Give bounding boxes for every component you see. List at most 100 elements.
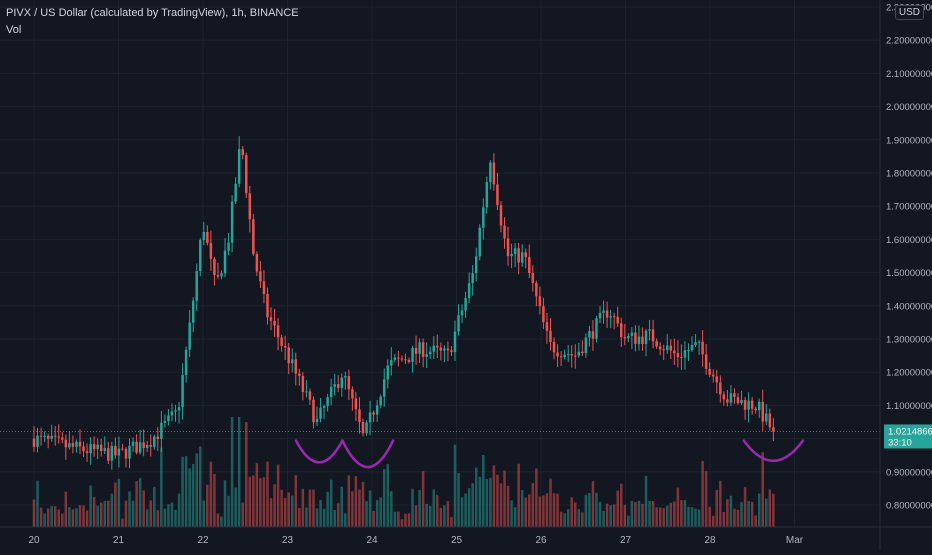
candle-body: [259, 271, 262, 282]
volume-bar: [595, 492, 598, 527]
candle-body: [411, 347, 414, 362]
volume-bar: [531, 483, 535, 527]
volume-bar: [337, 503, 340, 527]
candle-body: [308, 391, 312, 400]
candle-body: [358, 409, 361, 422]
candle-body: [729, 393, 733, 403]
volume-bar: [528, 494, 531, 527]
candle-body: [492, 162, 496, 185]
volume-bar: [697, 509, 701, 527]
candle-body: [666, 345, 669, 351]
candle-body: [605, 310, 609, 318]
volume-bar: [252, 475, 255, 527]
volume-bar: [474, 467, 478, 527]
volume-bar: [358, 489, 361, 527]
volume-bar: [757, 493, 761, 527]
candle-body: [750, 400, 754, 409]
candle-body: [517, 248, 520, 263]
candle-body: [559, 356, 563, 358]
volume-bar: [662, 508, 665, 527]
candle-body: [673, 350, 676, 354]
candle-body: [425, 354, 428, 357]
volume-bar: [609, 505, 612, 527]
volume-bar: [156, 510, 160, 527]
volume-bar: [761, 452, 765, 527]
candle-body: [202, 231, 206, 241]
candle-body: [124, 448, 128, 459]
volume-bar: [135, 481, 138, 527]
volume-bar: [99, 502, 103, 527]
candle-body: [312, 399, 315, 423]
candle-body: [482, 207, 485, 228]
candle-body: [177, 407, 181, 411]
volume-bar: [478, 476, 481, 527]
candle-body: [337, 384, 340, 388]
candle-body: [96, 444, 99, 450]
candle-body: [209, 242, 213, 259]
volume-bar: [676, 487, 680, 527]
candle-body: [245, 155, 248, 194]
volume-bar: [269, 498, 273, 527]
candle-body: [149, 444, 152, 447]
volume-bar: [234, 487, 237, 527]
candle-body: [471, 273, 474, 284]
volume-bar: [266, 461, 269, 527]
symbol-title[interactable]: PIVX / US Dollar (calculated by TradingV…: [6, 7, 299, 19]
volume-bar: [457, 473, 460, 527]
candle-body: [273, 320, 276, 326]
volume-bar: [92, 496, 96, 527]
candle-body: [138, 442, 142, 453]
volume-bar: [216, 513, 220, 527]
volume-bar: [566, 509, 570, 527]
price-badge: 1.02148660 33:10: [884, 424, 932, 449]
volume-bar: [588, 492, 591, 527]
volume-bar: [520, 490, 524, 527]
arc-annotation: [294, 439, 344, 464]
volume-bar: [245, 422, 248, 527]
candle-body: [524, 252, 527, 258]
candle-body: [252, 219, 255, 255]
candle-body: [627, 335, 630, 339]
candle-body: [131, 441, 135, 446]
candle-body: [227, 242, 230, 251]
volume-bar: [340, 486, 344, 527]
volume-bar: [53, 506, 57, 527]
candle-body: [206, 231, 209, 243]
volume-bar: [648, 500, 651, 527]
candle-body: [499, 205, 503, 226]
candle-body: [464, 297, 467, 311]
volume-bar: [715, 489, 719, 527]
volume-bar: [574, 502, 577, 527]
volume-bar: [351, 491, 354, 527]
volume-bar: [68, 507, 71, 527]
candle-body: [276, 325, 280, 338]
volume-bar: [308, 489, 312, 527]
currency-button[interactable]: USD: [894, 5, 924, 20]
candle-body: [563, 354, 566, 358]
volume-bar: [177, 493, 181, 527]
candle-body: [432, 345, 435, 352]
candle-body: [715, 376, 719, 383]
volume-bar: [418, 489, 421, 527]
volume-bar: [301, 488, 305, 527]
volume-bar: [322, 508, 326, 527]
candle-body: [234, 183, 237, 202]
candle-body: [61, 437, 64, 440]
candle-body: [188, 322, 191, 350]
candle-body: [184, 349, 188, 375]
x-tick-label: 27: [620, 535, 632, 546]
volume-bar: [701, 460, 704, 527]
volume-label[interactable]: Vol: [6, 24, 22, 36]
volume-bar: [666, 505, 669, 527]
volume-bar: [114, 482, 117, 527]
volume-bar: [163, 508, 167, 527]
candle-body: [478, 227, 481, 257]
candle-body: [414, 347, 418, 354]
y-tick-label: 1.50000000: [886, 268, 932, 279]
volume-bar: [386, 464, 390, 527]
volume-bar: [117, 478, 121, 527]
volume-bar: [390, 491, 393, 527]
candle-body: [230, 201, 234, 243]
